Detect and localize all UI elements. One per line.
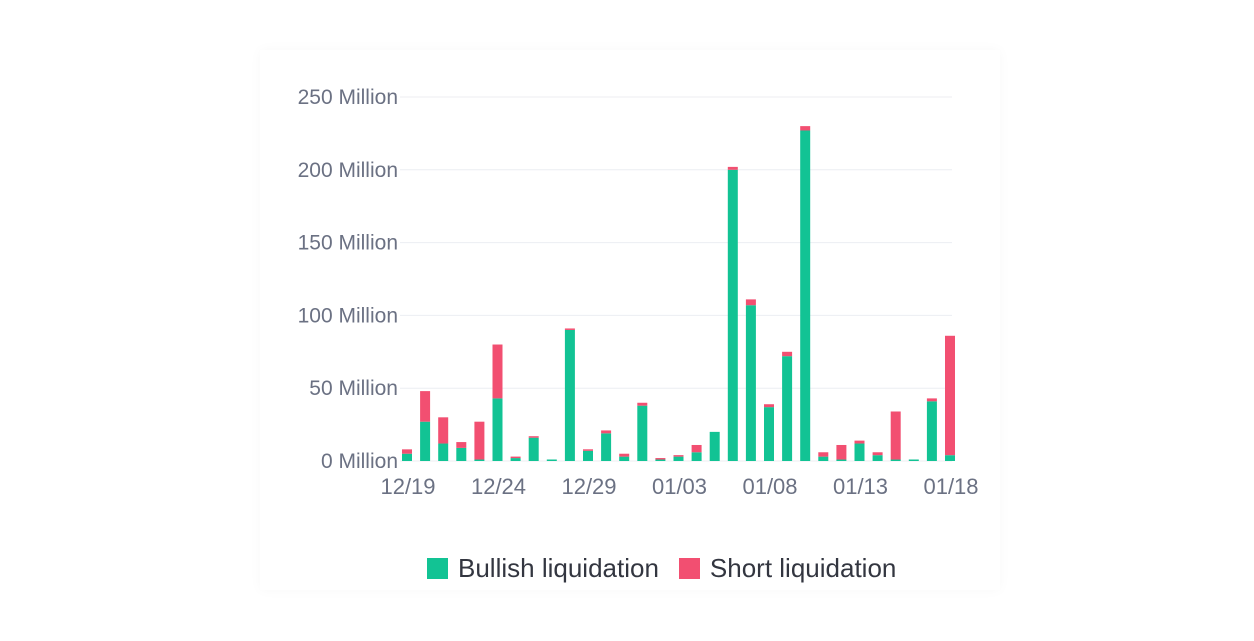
bar-short[interactable]	[492, 344, 503, 399]
chart-panel	[260, 50, 1000, 590]
bar-short[interactable]	[854, 440, 865, 444]
y-tick-label: 200 Million	[298, 159, 398, 182]
bar-bullish[interactable]	[546, 459, 557, 462]
bar-bullish[interactable]	[782, 356, 793, 461]
bar-short[interactable]	[474, 421, 485, 460]
bar-short[interactable]	[764, 404, 774, 408]
bars	[402, 126, 955, 462]
bar-bullish[interactable]	[402, 453, 412, 461]
bar-short[interactable]	[727, 166, 738, 170]
bar-short[interactable]	[510, 456, 521, 459]
bar-short[interactable]	[655, 458, 666, 460]
bar-bullish[interactable]	[890, 459, 901, 462]
y-tick-label: 0 Million	[321, 450, 398, 473]
legend: Bullish liquidation Short liquidation	[427, 552, 896, 584]
bar-bullish[interactable]	[528, 437, 539, 461]
bar-short[interactable]	[818, 452, 829, 457]
legend-label-short: Short liquidation	[709, 552, 897, 583]
bar-short[interactable]	[583, 449, 593, 451]
bar-bullish[interactable]	[583, 450, 593, 461]
bar-bullish[interactable]	[818, 456, 829, 461]
bar-bullish[interactable]	[908, 459, 919, 462]
x-tick-label: 01/08	[742, 474, 797, 499]
bar-bullish[interactable]	[673, 456, 684, 461]
bar-short[interactable]	[836, 444, 847, 460]
bar-bullish[interactable]	[745, 305, 756, 461]
bar-short[interactable]	[528, 436, 539, 438]
bullish-swatch	[427, 557, 448, 579]
x-tick-label: 01/13	[833, 474, 888, 499]
bar-bullish[interactable]	[926, 401, 937, 461]
bar-short[interactable]	[637, 402, 648, 406]
bar-bullish[interactable]	[854, 443, 865, 461]
bar-short[interactable]	[673, 455, 684, 457]
bar-bullish[interactable]	[872, 455, 883, 461]
legend-label-bullish: Bullish liquidation	[458, 552, 659, 583]
bar-short[interactable]	[800, 126, 811, 131]
bar-bullish[interactable]	[691, 452, 702, 461]
bar-bullish[interactable]	[474, 459, 485, 462]
bar-short[interactable]	[438, 417, 449, 444]
x-tick-label: 12/29	[561, 474, 616, 499]
bar-short[interactable]	[782, 351, 793, 357]
bar-short[interactable]	[745, 299, 756, 306]
bar-bullish[interactable]	[492, 398, 503, 461]
bar-bullish[interactable]	[800, 130, 811, 461]
legend-item-bullish[interactable]: Bullish liquidation	[427, 553, 659, 584]
bar-bullish[interactable]	[601, 433, 612, 461]
y-tick-label: 50 Million	[309, 377, 398, 400]
y-tick-label: 150 Million	[298, 232, 398, 255]
y-axis-ticks: 0 Million 50 Million 100 Million 150 Millio…	[298, 86, 398, 473]
bar-short[interactable]	[601, 430, 612, 434]
bar-short[interactable]	[926, 398, 937, 402]
bar-bullish[interactable]	[564, 329, 575, 461]
short-swatch	[678, 557, 700, 579]
bar-bullish[interactable]	[619, 456, 630, 461]
bar-bullish[interactable]	[510, 458, 521, 461]
bar-bullish[interactable]	[945, 455, 955, 461]
x-tick-label: 01/18	[923, 474, 978, 499]
bar-short[interactable]	[872, 452, 883, 456]
bar-bullish[interactable]	[420, 421, 431, 461]
legend-item-short[interactable]: Short liquidation	[678, 552, 897, 584]
bar-bullish[interactable]	[438, 443, 449, 461]
x-tick-label: 12/19	[380, 474, 435, 499]
bar-bullish[interactable]	[637, 405, 648, 461]
x-axis-ticks: 12/19 12/24 12/29 01/03 01/08 01/13 01/18	[380, 474, 978, 499]
x-tick-label: 01/03	[652, 474, 707, 499]
bar-bullish[interactable]	[655, 459, 666, 462]
bar-short[interactable]	[402, 449, 412, 454]
bar-bullish[interactable]	[456, 447, 467, 461]
bar-bullish[interactable]	[709, 431, 720, 461]
bar-bullish[interactable]	[764, 407, 774, 461]
bar-short[interactable]	[420, 391, 431, 422]
bar-short[interactable]	[564, 328, 575, 330]
bar-short[interactable]	[945, 335, 955, 456]
bar-bullish[interactable]	[836, 459, 847, 462]
bar-short[interactable]	[619, 453, 630, 457]
grid-lines	[400, 96, 952, 462]
bar-short[interactable]	[890, 411, 901, 460]
y-tick-label: 250 Million	[298, 86, 398, 109]
bar-short[interactable]	[456, 442, 467, 448]
bar-bullish[interactable]	[727, 169, 738, 462]
x-tick-label: 12/24	[471, 474, 526, 499]
bar-short[interactable]	[691, 444, 702, 453]
y-tick-label: 100 Million	[298, 304, 398, 327]
